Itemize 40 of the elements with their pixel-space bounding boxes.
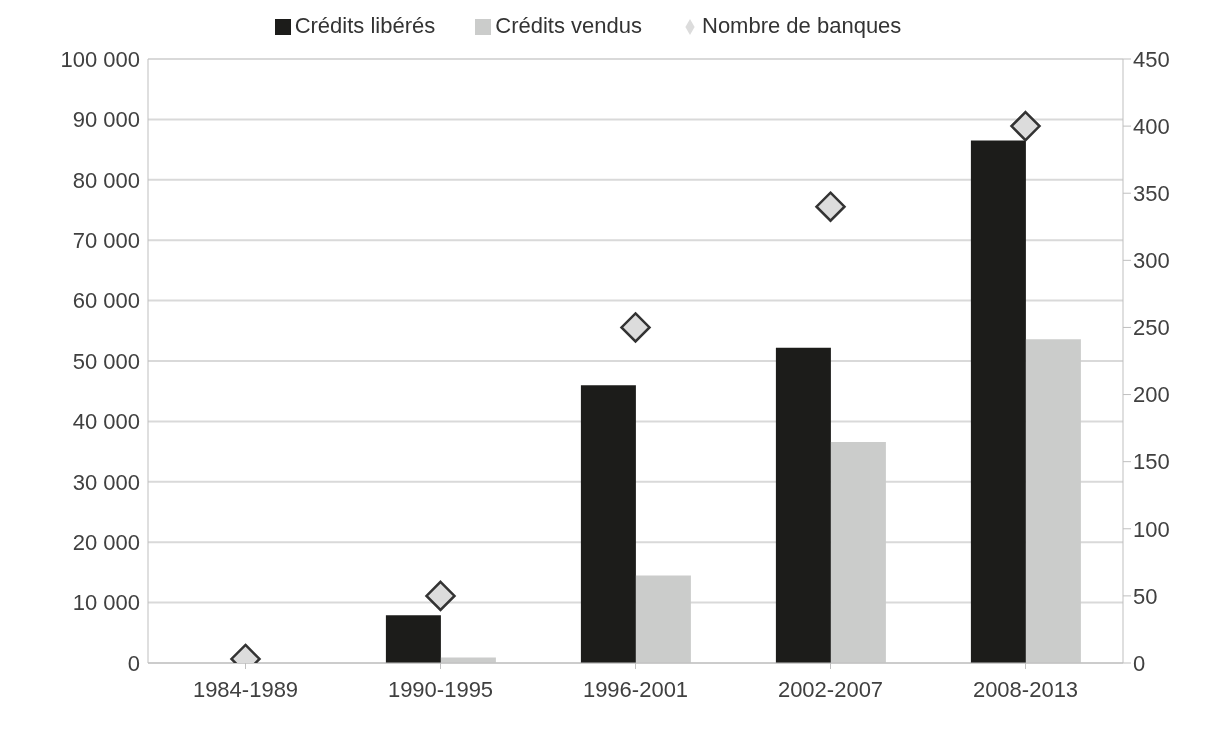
y-tick-label: 30 000 [72,469,140,495]
point [815,191,846,222]
bar [970,140,1026,663]
bar [385,615,441,663]
bar [1025,339,1081,663]
y2-tick-label: 200 [1133,382,1170,408]
y-tick-label: 0 [127,650,140,676]
y-tick-label: 70 000 [72,228,140,254]
y2-tick-label: 250 [1133,315,1170,341]
point [425,580,456,612]
bar [775,347,831,663]
y2-tick-label: 400 [1133,113,1170,139]
legend-label: Crédits libérés [294,13,436,38]
y-tick-label: 50 000 [72,348,140,374]
point [620,312,651,343]
bar [635,575,691,663]
y-tick-label: 80 000 [72,167,140,193]
y-tick-label: 90 000 [72,107,140,133]
x-tick-label: 2008-2013 [972,676,1079,702]
y2-tick-label: 100 [1133,516,1170,542]
y2-tick-label: 150 [1133,449,1170,475]
y-tick-label: 10 000 [72,590,140,616]
legend-label: Nombre de banques [702,13,902,38]
y-tick-label: 20 000 [72,530,140,556]
x-tick-label: 1990-1995 [387,676,494,702]
y-tick-label: 60 000 [72,288,140,314]
x-tick-label: 2002-2007 [777,676,884,702]
x-tick-label: 1984-1989 [192,676,299,702]
y2-tick-label: 450 [1133,46,1170,72]
y-tick-label: 100 000 [60,46,140,72]
y2-tick-label: 0 [1133,650,1146,676]
x-tick-label: 1996-2001 [582,676,689,702]
y-tick-label: 40 000 [72,409,140,435]
bar [580,385,636,663]
y2-tick-label: 350 [1133,181,1170,207]
point [1010,110,1041,142]
bar [830,441,886,663]
legend-label: Crédits vendus [495,13,642,38]
y2-tick-label: 50 [1133,583,1158,609]
y2-tick-label: 300 [1133,248,1170,274]
